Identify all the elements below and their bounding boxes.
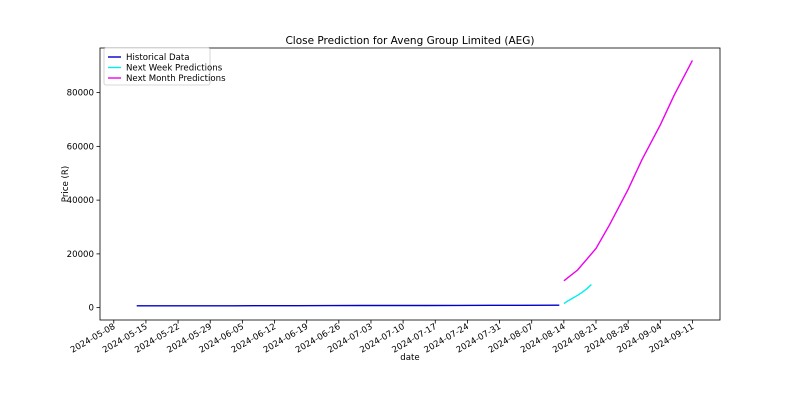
plot-area — [99, 47, 721, 321]
y-tick-label: 0 — [89, 304, 94, 314]
series-line-next-month-predictions — [563, 60, 694, 282]
y-tick-label: 40000 — [67, 196, 94, 206]
x-axis: 2024-05-082024-05-152024-05-222024-05-29… — [69, 320, 696, 356]
x-axis-label: date — [400, 353, 419, 363]
series-line-historical-data — [136, 304, 560, 307]
y-axis-label: Price (R) — [61, 166, 71, 202]
chart-title: Close Prediction for Aveng Group Limited… — [285, 35, 534, 47]
legend-label: Next Month Predictions — [126, 74, 226, 84]
series-line-next-week-predictions — [563, 283, 592, 305]
legend-box — [103, 47, 211, 86]
legend-label: Historical Data — [126, 53, 190, 63]
y-tick-label: 60000 — [67, 142, 94, 152]
y-axis: 0 20000 40000 60000 80000 — [67, 89, 100, 314]
series-lines — [136, 60, 694, 307]
legend-label: Next Week Predictions — [126, 64, 223, 74]
y-tick-label: 20000 — [67, 250, 94, 260]
y-tick-label: 80000 — [67, 89, 94, 99]
